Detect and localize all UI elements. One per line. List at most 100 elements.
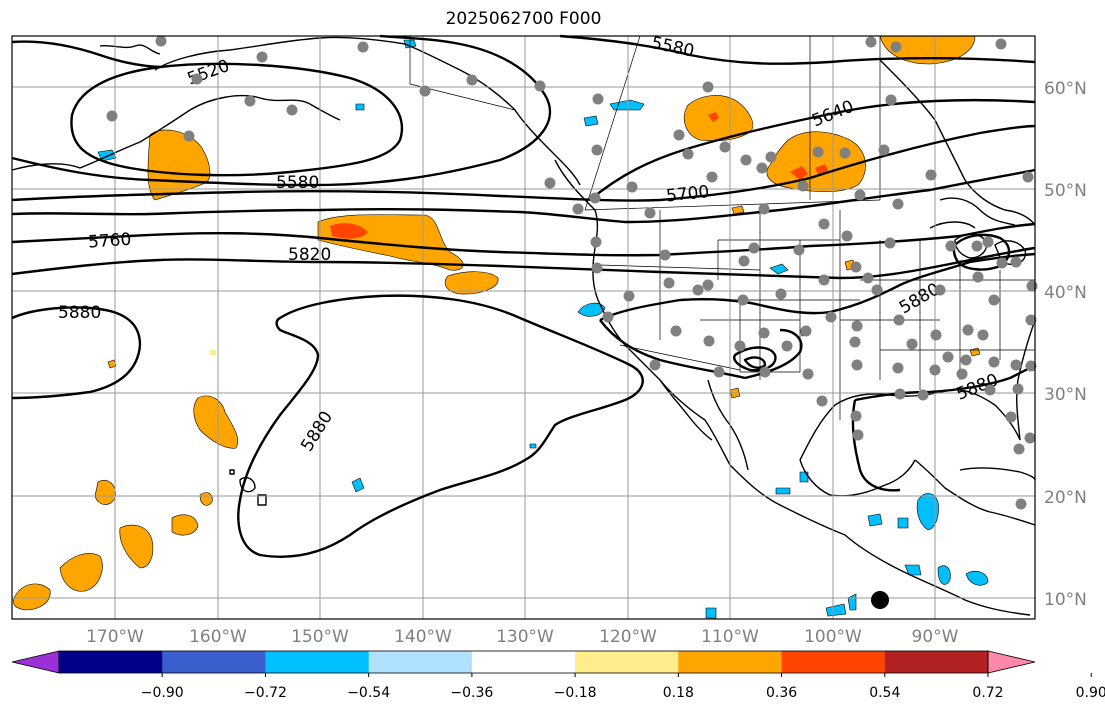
lat-tick-label: 50°N [1044, 181, 1087, 201]
lon-tick-label: 150°W [291, 627, 349, 647]
colorbar-cell [781, 651, 886, 673]
station-marker [419, 85, 431, 97]
contour-label: 5580 [276, 173, 319, 193]
station-marker [673, 129, 685, 141]
station-marker [663, 277, 675, 289]
lon-tick-label: 170°W [86, 627, 144, 647]
station-marker [925, 169, 937, 181]
colorbar-cell [265, 651, 370, 673]
colorbar-tick-label: 0.90 [1076, 685, 1105, 701]
station-marker [706, 171, 718, 183]
station-marker [1005, 411, 1017, 423]
station-marker [758, 203, 770, 215]
station-marker [191, 73, 203, 85]
station-markers [106, 35, 1038, 510]
shade-orange-sub-5 [59, 553, 103, 592]
colorbar-arrow-right [987, 650, 1036, 674]
station-marker [960, 354, 972, 366]
lat-tick-label: 20°N [1044, 488, 1087, 508]
colorbar: −0.90 −0.72 −0.54 −0.36 −0.18 0.18 0.36 0.54 0.7… [11, 650, 1105, 701]
station-marker [894, 388, 906, 400]
colorbar-tick-label: −0.90 [141, 685, 184, 701]
colorbar-cell [678, 651, 783, 673]
shade-orange-sub-4 [171, 514, 199, 536]
station-marker [995, 38, 1007, 50]
station-marker [956, 368, 968, 380]
station-marker [906, 338, 918, 350]
station-marker [984, 384, 996, 396]
colorbar-cell [368, 651, 473, 673]
shade-cyan-7 [351, 477, 365, 493]
station-marker [930, 329, 942, 341]
station-marker [756, 162, 768, 174]
colorbar-cell [471, 651, 576, 673]
shade-orange-hudson [879, 35, 976, 65]
station-marker [850, 410, 862, 422]
station-marker [942, 351, 954, 363]
station-marker [1025, 360, 1037, 372]
shade-cyan-13 [904, 564, 922, 576]
shade-yellow-small [210, 350, 216, 355]
shade-cyan-16 [825, 603, 847, 617]
station-marker [765, 151, 777, 163]
station-marker [929, 364, 941, 376]
station-marker [871, 284, 883, 296]
shade-orange-small-1 [731, 205, 745, 215]
station-marker [1022, 171, 1034, 183]
shade-red-canada-2 [790, 166, 808, 180]
station-marker [812, 146, 824, 158]
station-marker [466, 74, 478, 86]
shade-cyan-14 [775, 487, 791, 495]
contour-label: 5880 [58, 303, 101, 323]
station-marker [890, 41, 902, 53]
station-marker [892, 198, 904, 210]
shade-cyan-11 [867, 513, 883, 527]
map-title: 2025062700 F000 [445, 9, 602, 29]
colorbar-labels: −0.90 −0.72 −0.54 −0.36 −0.18 0.18 0.36 0.54 0.7… [141, 673, 1105, 701]
station-marker [797, 180, 809, 192]
station-marker [682, 148, 694, 160]
station-marker [737, 294, 749, 306]
station-marker [917, 389, 929, 401]
station-marker [781, 340, 793, 352]
shade-orange-sub-1 [193, 395, 239, 449]
lat-tick-label: 10°N [1044, 590, 1087, 610]
colorbar-tick-label: 0.54 [869, 685, 900, 701]
lon-tick-label: 110°W [701, 627, 759, 647]
map-frame [11, 35, 1036, 620]
lon-tick-label: 90°W [912, 627, 959, 647]
shade-red-pacific [330, 223, 368, 239]
station-marker [659, 249, 671, 261]
station-marker [155, 35, 167, 47]
station-marker [839, 147, 851, 159]
station-marker [825, 311, 837, 323]
station-marker [734, 340, 746, 352]
colorbar-cell [59, 651, 163, 673]
station-marker [183, 130, 195, 142]
station-marker [623, 290, 635, 302]
lat-tick-label: 30°N [1044, 385, 1087, 405]
station-marker [977, 329, 989, 341]
station-marker [106, 110, 118, 122]
station-marker [544, 177, 556, 189]
station-marker [862, 272, 874, 284]
shade-cyan-4 [583, 115, 599, 127]
shade-cyan-20 [355, 103, 365, 111]
colorbar-tick-label: 0.36 [766, 685, 797, 701]
station-marker [602, 311, 614, 323]
station-marker [852, 429, 864, 441]
station-marker [748, 242, 760, 254]
contour-label: 5760 [87, 230, 132, 253]
station-marker [534, 80, 546, 92]
station-marker [740, 154, 752, 166]
station-marker [934, 284, 946, 296]
station-marker [884, 237, 896, 249]
contour-label: 5700 [665, 182, 710, 206]
colorbar-tick-label: −0.18 [554, 685, 597, 701]
station-marker [1012, 383, 1024, 395]
shade-cyan-12 [897, 517, 909, 529]
shade-cyan-8 [916, 493, 939, 531]
shade-orange-sub-6 [13, 583, 51, 611]
station-marker [572, 203, 584, 215]
height-contours [11, 34, 1036, 558]
